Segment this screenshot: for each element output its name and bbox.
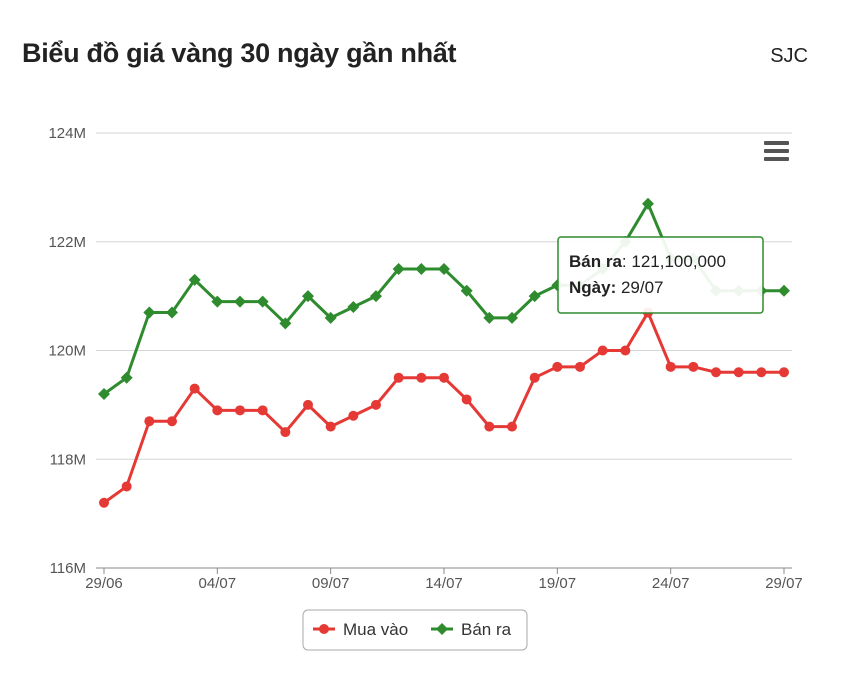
data-point[interactable] [256, 295, 269, 308]
data-point[interactable] [302, 290, 314, 303]
tooltip-box [557, 236, 764, 314]
legend-item-buy[interactable]: Mua vào [313, 620, 408, 639]
grid-lines [96, 132, 792, 460]
data-point[interactable] [143, 306, 156, 319]
x-tick-label: 24/07 [652, 575, 690, 592]
data-point[interactable] [393, 372, 404, 383]
data-point[interactable] [324, 311, 337, 324]
data-point[interactable] [439, 372, 449, 383]
data-point[interactable] [552, 361, 563, 372]
data-point[interactable] [211, 295, 224, 308]
legend-box [302, 609, 528, 651]
legend-sell-label: Bán ra [461, 620, 512, 639]
data-point[interactable] [778, 284, 790, 297]
legend-buy-marker [319, 624, 329, 634]
data-point[interactable] [370, 290, 382, 303]
x-tick-label: 14/07 [425, 575, 463, 592]
tooltip-value: 121,100,000 [631, 252, 726, 271]
data-point[interactable] [280, 427, 291, 438]
data-point[interactable] [528, 290, 541, 303]
legend: Mua vào Bán ra [302, 609, 528, 651]
data-point[interactable] [325, 421, 336, 432]
data-point[interactable] [642, 197, 654, 210]
data-point[interactable] [575, 361, 585, 372]
data-point[interactable] [347, 301, 360, 313]
data-point[interactable] [348, 410, 359, 421]
y-tick-label: 120M [48, 343, 86, 360]
hamburger-menu-icon[interactable] [764, 140, 790, 164]
legend-sell-marker [436, 623, 448, 635]
data-point[interactable] [120, 371, 133, 384]
series-buy [99, 307, 789, 508]
tooltip: Bán ra: 121,100,000 Ngày: 29/07 [557, 236, 764, 314]
data-point[interactable] [733, 367, 744, 378]
tooltip-date-value: 29/07 [621, 278, 664, 297]
chart-header: Biểu đồ giá vàng 30 ngày gần nhất SJC [0, 0, 842, 110]
data-point[interactable] [483, 311, 496, 324]
data-point[interactable] [460, 284, 473, 297]
tooltip-date-line: Ngày: 29/07 [569, 278, 664, 297]
series-line [103, 310, 784, 504]
y-tick-label: 118M [50, 451, 86, 468]
data-point[interactable] [665, 361, 676, 372]
tooltip-series-label: Bán ra [569, 252, 622, 271]
data-point[interactable] [416, 372, 427, 383]
data-point[interactable] [166, 306, 178, 319]
data-point[interactable] [189, 383, 200, 394]
data-point[interactable] [144, 416, 155, 427]
data-point[interactable] [303, 399, 313, 410]
y-tick-label: 122M [48, 234, 86, 251]
x-tick-label: 09/07 [312, 575, 350, 592]
y-axis-ticks: 116M 118M 120M 122M 124M [48, 125, 86, 577]
data-point[interactable] [756, 367, 767, 378]
data-point[interactable] [688, 361, 699, 372]
data-point[interactable] [779, 367, 789, 378]
tooltip-date-label: Ngày [569, 278, 611, 297]
y-tick-label: 116M [50, 560, 86, 577]
data-point[interactable] [235, 405, 245, 416]
x-tick-label: 29/07 [765, 575, 803, 592]
data-point[interactable] [392, 262, 405, 275]
x-axis: 29/06 04/07 09/07 14/07 19/07 24/07 29/07 [85, 567, 803, 592]
x-tick-label: 29/06 [85, 575, 123, 592]
data-point[interactable] [212, 405, 223, 416]
x-tick-label: 19/07 [539, 575, 577, 592]
tooltip-series-line: Bán ra: 121,100,000 [569, 252, 726, 271]
data-point[interactable] [257, 405, 268, 416]
chart-title: Biểu đồ giá vàng 30 ngày gần nhất [22, 38, 457, 68]
data-point[interactable] [438, 262, 450, 275]
data-point[interactable] [99, 497, 109, 508]
data-point[interactable] [98, 388, 110, 400]
legend-buy-label: Mua vào [343, 620, 408, 639]
data-point[interactable] [461, 394, 472, 405]
data-point[interactable] [188, 273, 201, 286]
data-point[interactable] [279, 317, 292, 330]
data-point[interactable] [506, 311, 518, 324]
x-tick-label: 04/07 [199, 575, 237, 592]
data-point[interactable] [529, 372, 540, 383]
data-point[interactable] [371, 399, 381, 410]
y-tick-label: 124M [48, 125, 86, 142]
data-point[interactable] [620, 345, 631, 356]
data-point[interactable] [711, 367, 721, 378]
legend-item-sell[interactable]: Bán ra [431, 620, 512, 639]
data-point[interactable] [167, 416, 177, 427]
data-point[interactable] [484, 421, 495, 432]
data-point[interactable] [507, 421, 517, 432]
data-point[interactable] [234, 295, 246, 308]
brand-label: SJC [770, 45, 808, 67]
data-point[interactable] [121, 481, 132, 492]
data-point[interactable] [597, 345, 608, 356]
data-point[interactable] [415, 262, 428, 275]
